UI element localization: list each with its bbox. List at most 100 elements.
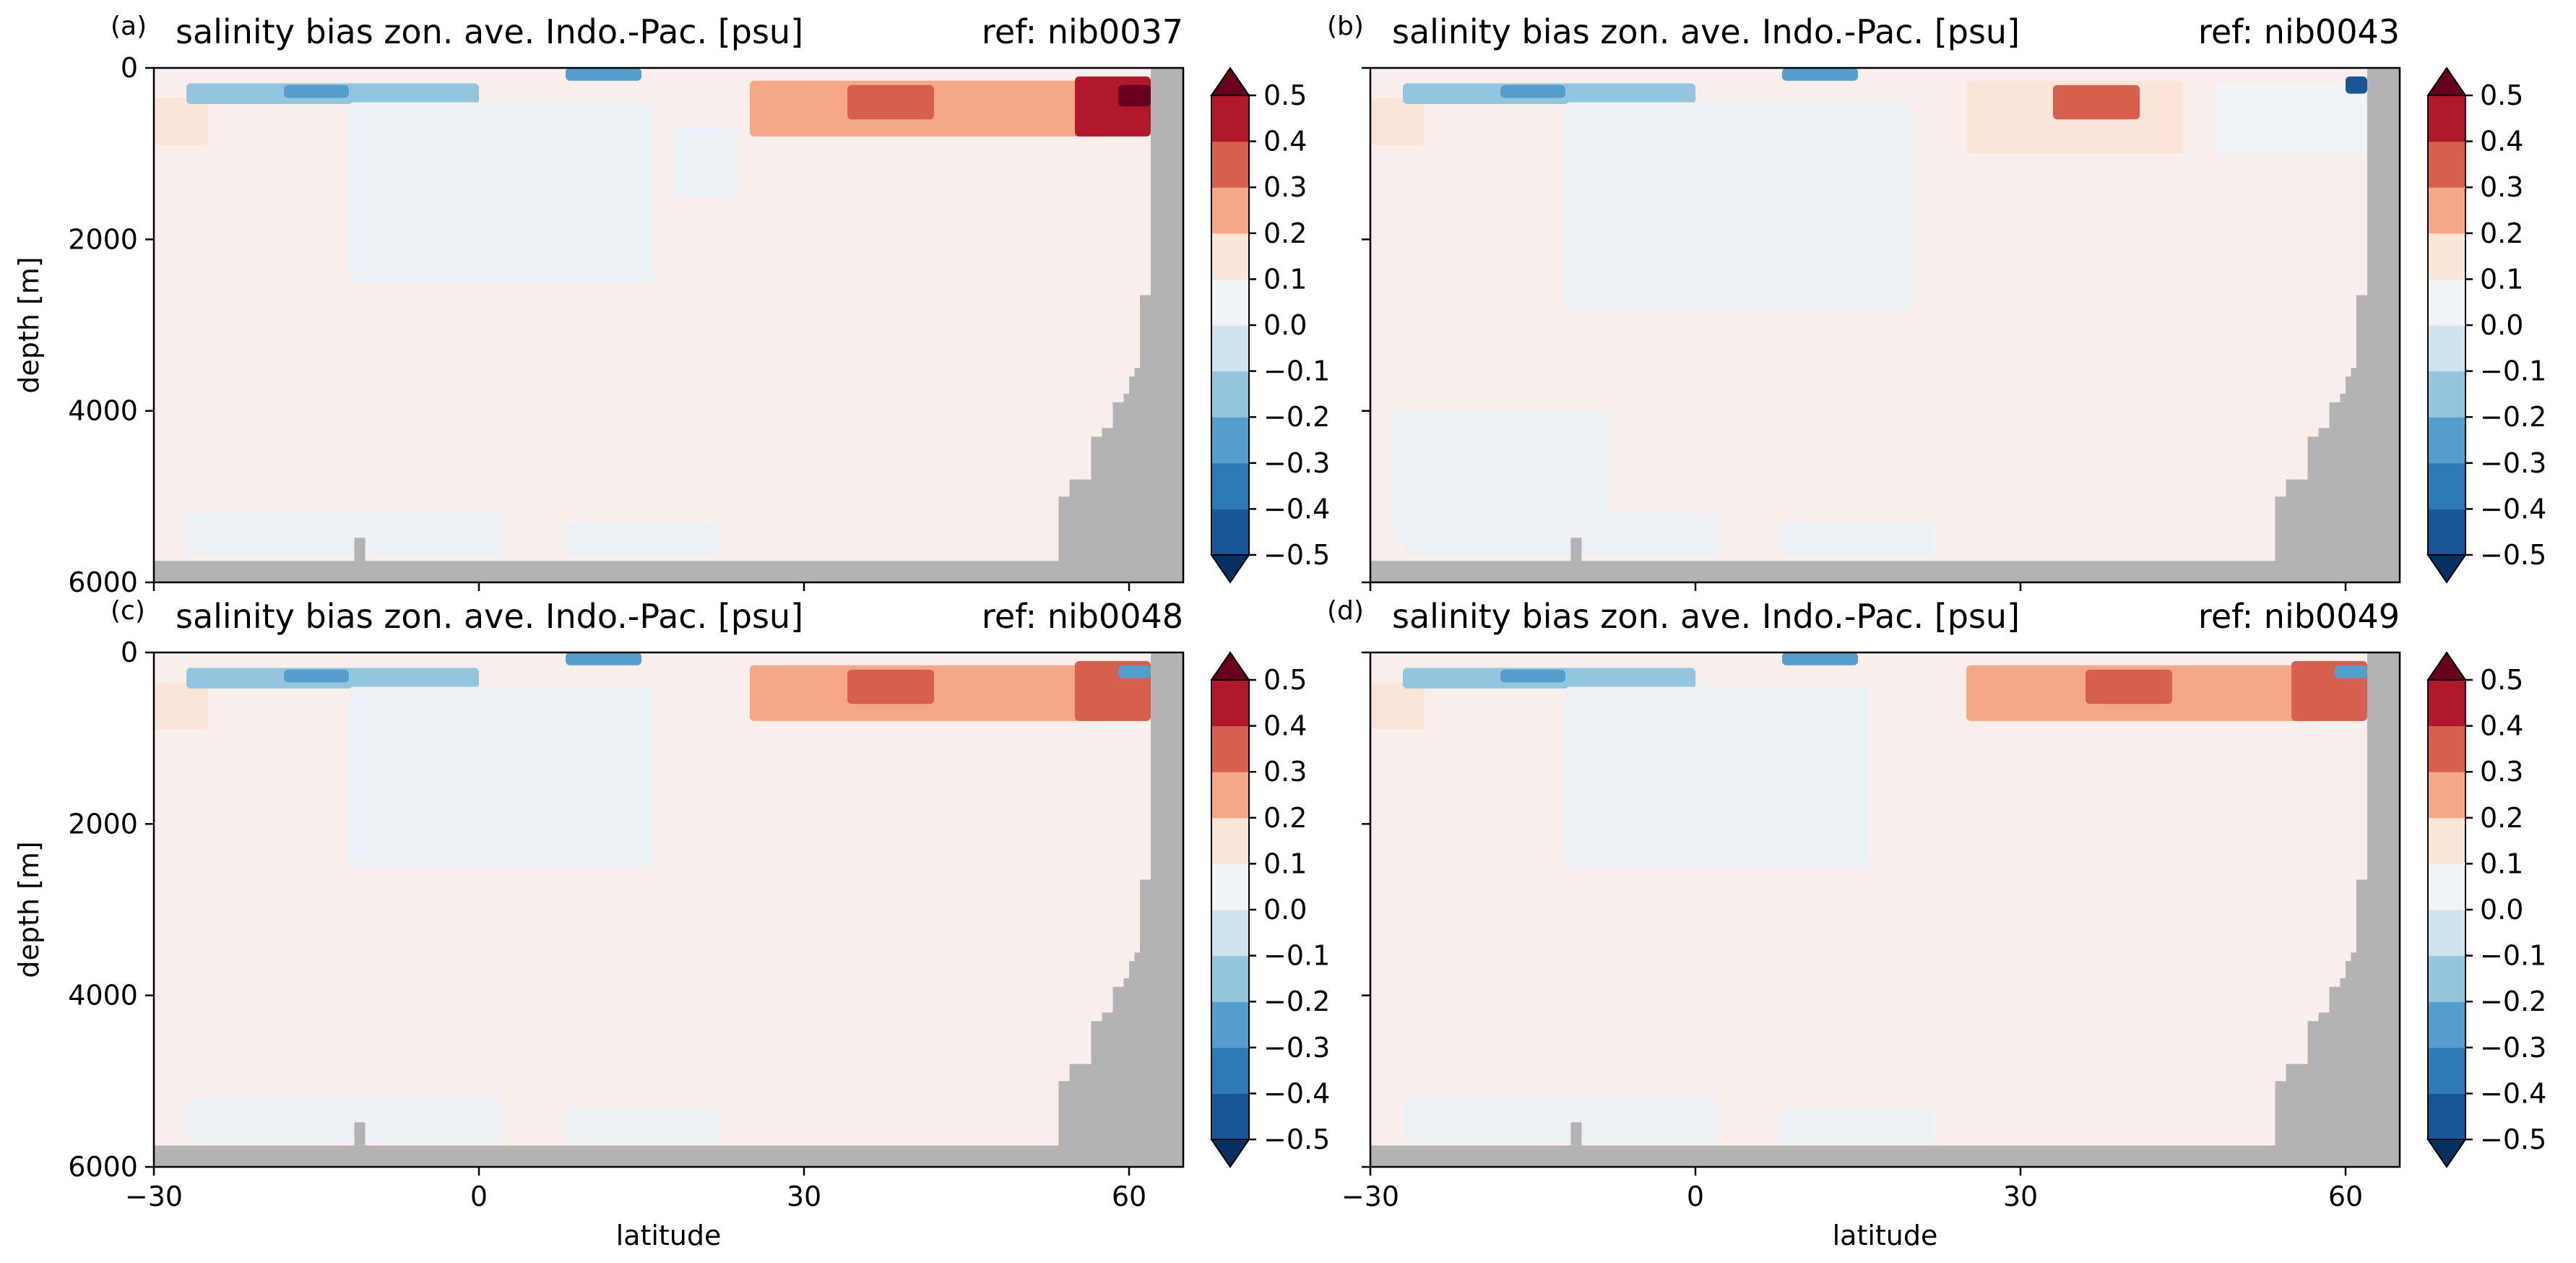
bias-patch xyxy=(1500,669,1565,683)
bias-patch xyxy=(154,98,208,145)
colorbar-tick-label: −0.5 xyxy=(2480,1124,2546,1155)
colorbar-extend-max xyxy=(1210,651,1250,681)
x-tick-label: 0 xyxy=(1687,1181,1704,1212)
bias-patch xyxy=(1782,522,1934,557)
bias-patch xyxy=(566,68,641,81)
bias-patch xyxy=(349,102,652,283)
land-step xyxy=(1151,652,1183,1167)
axes-frame xyxy=(152,651,1185,1168)
panel-c: 0 2000 4000 6000−30 0 30 60 depth [m] latitude (c… xyxy=(13,596,1330,1251)
colorbar-tick-label: 0.3 xyxy=(2480,756,2523,788)
chart-title: salinity bias zon. ave. Indo.-Pac. [psu] xyxy=(176,12,803,51)
bias-patch xyxy=(1565,686,1869,867)
y-tick-label: 6000 xyxy=(68,1151,138,1183)
colorbar-tick-label: −0.3 xyxy=(1263,1032,1330,1064)
colorbar-tick-label: 0.5 xyxy=(1263,664,1307,696)
panel-b: (b) salinity bias zon. ave. Indo.-Pac. [p… xyxy=(1327,12,2546,591)
colorbar-extend-min xyxy=(1210,554,1250,584)
colorbar-bin xyxy=(2428,141,2465,188)
x-axis-label: latitude xyxy=(1833,1220,1938,1251)
colorbar: 0.5 0.4 0.3 0.2 0.1 0.0 −0.1 −0.2 −0.3 −0.4 −0.5 xyxy=(1210,66,1330,584)
bias-patch xyxy=(284,85,349,98)
colorbar-tick-label: 0.1 xyxy=(1263,848,1307,879)
colorbar-tick-label: 0.2 xyxy=(2480,802,2523,834)
colorbar-tick-label: 0.0 xyxy=(1263,894,1307,926)
plot-area xyxy=(154,68,1183,582)
colorbar-bin xyxy=(2428,233,2465,280)
ref-label: ref: nib0037 xyxy=(982,12,1183,51)
bias-patch xyxy=(847,85,934,120)
seafloor xyxy=(154,561,1183,582)
colorbar-tick-label: 0.2 xyxy=(2480,217,2523,249)
colorbar-bin xyxy=(1211,187,1249,234)
colorbar-tick-label: 0.0 xyxy=(2480,309,2523,341)
chart-title: salinity bias zon. ave. Indo.-Pac. [psu] xyxy=(1392,12,2020,51)
colorbar-tick-label: 0.0 xyxy=(1263,309,1307,341)
colorbar-tick-label: −0.1 xyxy=(2480,355,2546,387)
bias-patch xyxy=(284,669,349,683)
land-step xyxy=(2367,652,2400,1167)
colorbar-tick-label: 0.4 xyxy=(2480,710,2523,742)
colorbar-bin xyxy=(1211,141,1249,188)
colorbar-tick-label: −0.5 xyxy=(2480,539,2546,571)
colorbar-tick-label: 0.5 xyxy=(2480,79,2523,111)
y-tick-label: 4000 xyxy=(68,980,138,1012)
bias-patch xyxy=(1403,514,1717,557)
y-axis-label: depth [m] xyxy=(13,257,45,393)
seafloor-ridge xyxy=(1570,538,1582,561)
colorbar-tick-label: −0.2 xyxy=(1263,986,1330,1017)
colorbar-tick-label: 0.3 xyxy=(1263,756,1307,788)
x-tick-label: 30 xyxy=(787,1181,821,1212)
colorbar-tick-label: −0.5 xyxy=(1263,1124,1330,1155)
colorbar-tick-label: 0.2 xyxy=(1263,217,1307,249)
land-step xyxy=(1151,68,1183,582)
panel-a: 0 2000 4000 6000 depth [m] (a) salinity bias z… xyxy=(13,12,1330,598)
colorbar-bin xyxy=(1211,772,1249,819)
y-tick-label: 4000 xyxy=(68,395,138,427)
seafloor xyxy=(1370,561,2400,582)
colorbar-bin xyxy=(2428,325,2465,372)
colorbar-tick-label: −0.3 xyxy=(2480,1032,2546,1064)
land-step xyxy=(2367,68,2400,582)
chart-title: salinity bias zon. ave. Indo.-Pac. [psu] xyxy=(176,597,803,636)
ref-label: ref: nib0043 xyxy=(2198,12,2400,51)
bias-patch xyxy=(1782,1106,1934,1142)
colorbar-tick-label: 0.5 xyxy=(2480,664,2523,696)
colorbar-extend-min xyxy=(1210,1139,1250,1168)
bias-patch xyxy=(154,682,208,730)
colorbar-tick-label: −0.4 xyxy=(2480,1077,2546,1109)
colorbar-bin xyxy=(2428,95,2465,142)
colorbar-tick-label: 0.4 xyxy=(1263,126,1307,158)
panel-label: (c) xyxy=(111,596,145,626)
bias-patch xyxy=(1370,682,1425,730)
colorbar-extend-max xyxy=(1210,66,1250,96)
colorbar-tick-label: −0.2 xyxy=(1263,401,1330,433)
colorbar-tick-label: 0.4 xyxy=(2480,126,2523,158)
bias-patch xyxy=(1782,652,1858,665)
bias-patch xyxy=(566,652,641,665)
bias-patch xyxy=(186,1098,501,1142)
colorbar-extend-min xyxy=(2426,554,2467,584)
chart-title: salinity bias zon. ave. Indo.-Pac. [psu] xyxy=(1392,597,2020,636)
colorbar-bin xyxy=(2428,417,2465,464)
bias-patch xyxy=(1392,410,1609,540)
seafloor xyxy=(1370,1145,2400,1167)
background-field xyxy=(154,68,1183,582)
colorbar-bin xyxy=(1211,1047,1249,1094)
colorbar-bin xyxy=(1211,1001,1249,1048)
colorbar-tick-label: −0.2 xyxy=(2480,401,2546,433)
x-tick-label: 60 xyxy=(2328,1181,2363,1212)
colorbar-bin xyxy=(2428,680,2465,727)
colorbar-tick-label: 0.1 xyxy=(2480,848,2523,879)
colorbar-extend-min xyxy=(2426,1139,2467,1168)
ref-label: ref: nib0048 xyxy=(982,597,1183,636)
colorbar-bin xyxy=(2428,817,2465,864)
bias-patch xyxy=(2053,85,2140,120)
colorbar-tick-label: −0.4 xyxy=(1263,1077,1330,1109)
colorbar: 0.5 0.4 0.3 0.2 0.1 0.0 −0.1 −0.2 −0.3 −0.4 −0.5 xyxy=(2426,66,2546,584)
axes-frame xyxy=(152,66,1185,584)
colorbar-tick-label: −0.1 xyxy=(1263,355,1330,387)
x-axis-label: latitude xyxy=(616,1220,722,1251)
colorbar-bin xyxy=(1211,955,1249,1002)
